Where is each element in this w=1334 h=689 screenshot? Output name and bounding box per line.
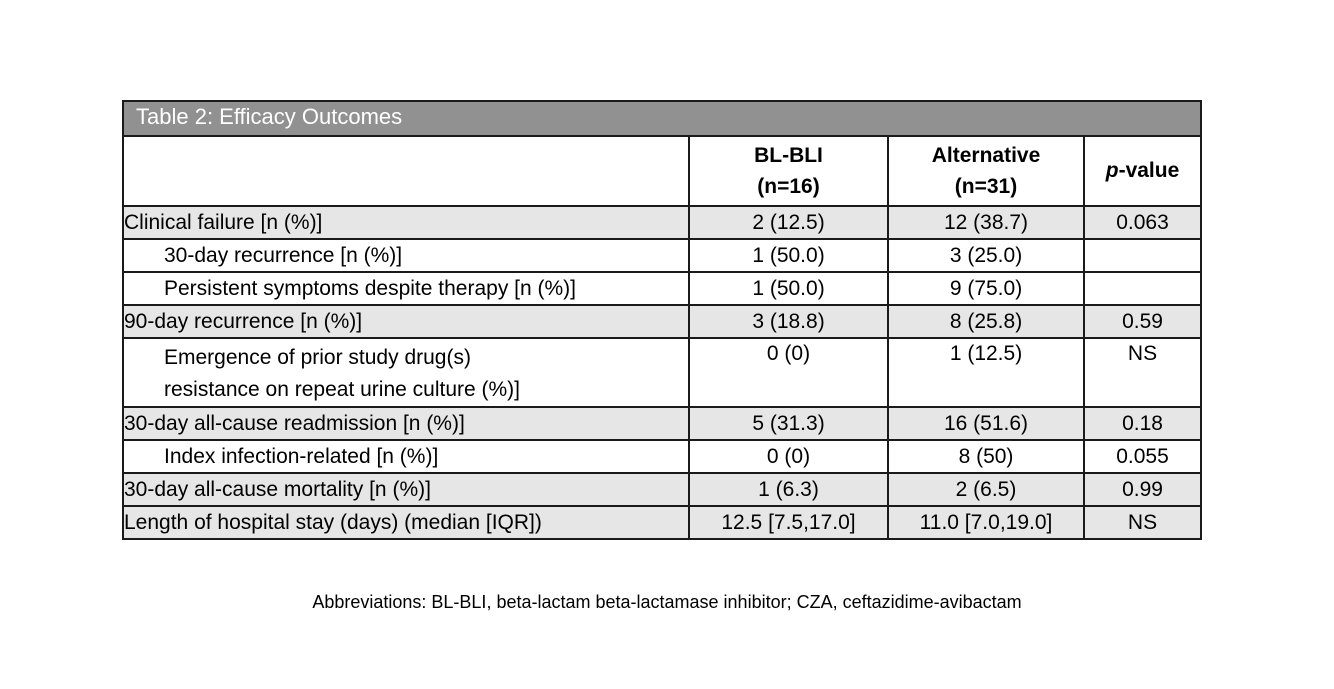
table-row-length-of-stay: Length of hospital stay (days) (median [… bbox=[122, 505, 1203, 540]
table-row-index-infection-related: Index infection-related [n (%)] 0 (0) 8 … bbox=[122, 439, 1203, 474]
value-alternative: 11.0 [7.0,19.0] bbox=[887, 505, 1085, 540]
row-label: 30-day recurrence [n (%)] bbox=[122, 238, 690, 273]
row-label: Clinical failure [n (%)] bbox=[122, 205, 690, 240]
value-alternative: 2 (6.5) bbox=[887, 472, 1085, 507]
value-p: 0.18 bbox=[1082, 406, 1203, 441]
header-bl-bli-n: (n=16) bbox=[757, 175, 820, 198]
header-p-value-rest: -value bbox=[1118, 159, 1180, 183]
row-label: 90-day recurrence [n (%)] bbox=[122, 304, 690, 339]
table-row-30-day-recurrence: 30-day recurrence [n (%)] 1 (50.0) 3 (25… bbox=[122, 238, 1203, 273]
value-bl-bli: 1 (6.3) bbox=[688, 472, 889, 507]
value-p: 0.063 bbox=[1082, 205, 1203, 240]
value-alternative: 16 (51.6) bbox=[887, 406, 1085, 441]
table-row-emergence-resistance: Emergence of prior study drug(s) resista… bbox=[122, 337, 1203, 408]
row-label: Index infection-related [n (%)] bbox=[122, 439, 690, 474]
table-title: Table 2: Efficacy Outcomes bbox=[121, 100, 1203, 137]
value-alternative: 3 (25.0) bbox=[887, 238, 1085, 273]
table-row-clinical-failure: Clinical failure [n (%)] 2 (12.5) 12 (38… bbox=[122, 205, 1203, 240]
header-bl-bli-name: BL-BLI bbox=[754, 143, 823, 167]
value-p: 0.99 bbox=[1082, 472, 1203, 507]
row-label: 30-day all-cause readmission [n (%)] bbox=[122, 406, 690, 441]
value-alternative: 8 (25.8) bbox=[887, 304, 1085, 339]
header-alternative-n: (n=31) bbox=[954, 175, 1018, 198]
table-row-persistent-symptoms: Persistent symptoms despite therapy [n (… bbox=[122, 271, 1203, 306]
efficacy-outcomes-table-wrap: Table 2: Efficacy Outcomes BL-BLI (n=16)… bbox=[121, 100, 1203, 540]
value-bl-bli: 2 (12.5) bbox=[688, 205, 889, 240]
value-alternative: 12 (38.7) bbox=[887, 205, 1085, 240]
value-bl-bli: 3 (18.8) bbox=[688, 304, 889, 339]
efficacy-outcomes-table: Table 2: Efficacy Outcomes BL-BLI (n=16)… bbox=[121, 100, 1203, 540]
row-label-line1: Emergence of prior study drug(s) bbox=[164, 346, 471, 369]
table-row-30-day-mortality: 30-day all-cause mortality [n (%)] 1 (6.… bbox=[122, 472, 1203, 507]
row-label: Length of hospital stay (days) (median [… bbox=[122, 505, 690, 540]
value-p: NS bbox=[1082, 337, 1203, 408]
header-p-value: p-value bbox=[1082, 135, 1203, 207]
row-label-line2: resistance on repeat urine culture (%)] bbox=[164, 378, 521, 401]
row-label: Emergence of prior study drug(s) resista… bbox=[122, 337, 690, 408]
abbreviations-footnote: Abbreviations: BL-BLI, beta-lactam beta-… bbox=[312, 592, 1022, 612]
value-alternative: 9 (75.0) bbox=[887, 271, 1085, 306]
value-p bbox=[1082, 238, 1203, 273]
value-alternative: 1 (12.5) bbox=[887, 337, 1085, 408]
value-bl-bli: 5 (31.3) bbox=[688, 406, 889, 441]
value-bl-bli: 1 (50.0) bbox=[688, 271, 889, 306]
table-row-30-day-readmission: 30-day all-cause readmission [n (%)] 5 (… bbox=[122, 406, 1203, 441]
header-p-value-p: p bbox=[1105, 159, 1119, 183]
header-empty bbox=[122, 135, 690, 207]
column-header-row: BL-BLI (n=16) Alternative (n=31) p-value bbox=[122, 135, 1203, 207]
value-p: 0.055 bbox=[1082, 439, 1203, 474]
row-label: 30-day all-cause mortality [n (%)] bbox=[122, 472, 690, 507]
value-p: 0.59 bbox=[1082, 304, 1203, 339]
header-alternative-name: Alternative bbox=[931, 143, 1041, 167]
header-bl-bli: BL-BLI (n=16) bbox=[688, 135, 889, 207]
value-alternative: 8 (50) bbox=[887, 439, 1085, 474]
value-bl-bli: 1 (50.0) bbox=[688, 238, 889, 273]
table-title-bar: Table 2: Efficacy Outcomes bbox=[121, 100, 1203, 137]
table-row-90-day-recurrence: 90-day recurrence [n (%)] 3 (18.8) 8 (25… bbox=[122, 304, 1203, 339]
value-bl-bli: 0 (0) bbox=[688, 337, 889, 408]
header-alternative: Alternative (n=31) bbox=[887, 135, 1085, 207]
value-p: NS bbox=[1082, 505, 1203, 540]
value-bl-bli: 12.5 [7.5,17.0] bbox=[688, 505, 889, 540]
row-label: Persistent symptoms despite therapy [n (… bbox=[122, 271, 690, 306]
value-p bbox=[1082, 271, 1203, 306]
value-bl-bli: 0 (0) bbox=[688, 439, 889, 474]
